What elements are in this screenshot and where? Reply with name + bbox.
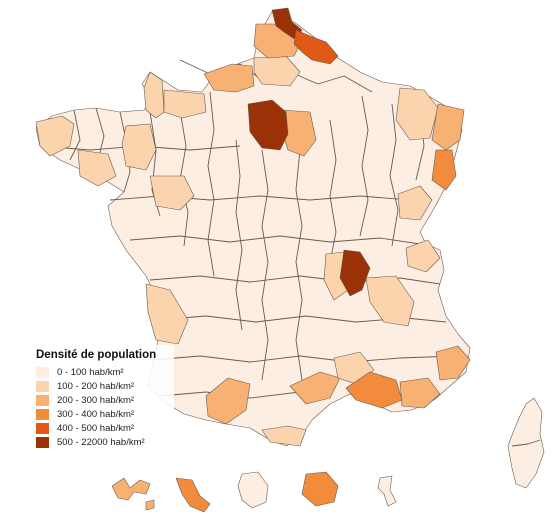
legend-label: 400 - 500 hab/km² (57, 422, 135, 434)
region-rhone[interactable] (339, 249, 371, 297)
legend-label: 500 - 22000 hab/km² (57, 436, 145, 448)
region-metropole[interactable] (35, 11, 471, 447)
region-isere[interactable] (365, 275, 415, 327)
legend-label: 300 - 400 hab/km² (57, 408, 135, 420)
legend-swatch (36, 366, 49, 378)
region-maine-et-loire[interactable] (149, 175, 195, 211)
region-ille-et-vilaine[interactable] (121, 123, 157, 171)
legend-label: 200 - 300 hab/km² (57, 394, 135, 406)
region-var[interactable] (399, 377, 441, 409)
legend-label: 0 - 100 hab/km² (57, 366, 124, 378)
region-alpes-maritimes[interactable] (435, 345, 471, 381)
legend-item: 400 - 500 hab/km² (36, 421, 168, 435)
region-reunion[interactable] (301, 471, 339, 507)
region-moselle[interactable] (395, 87, 439, 141)
region-martinique[interactable] (175, 477, 211, 513)
region-paris-region[interactable] (247, 99, 289, 151)
region-haute-garonne[interactable] (205, 377, 251, 425)
region-guadeloupe[interactable] (111, 477, 151, 501)
legend-swatch (36, 408, 49, 420)
region-haute-savoie[interactable] (405, 239, 441, 273)
region-mayotte[interactable] (377, 475, 397, 507)
legend-item: 300 - 400 hab/km² (36, 407, 168, 421)
region-finistere[interactable] (35, 115, 75, 157)
region-calvados[interactable] (163, 89, 207, 119)
legend-swatch (36, 394, 49, 406)
legend-item: 0 - 100 hab/km² (36, 365, 168, 379)
dense-departments (35, 7, 471, 447)
legend-swatch (36, 436, 49, 448)
region-manche[interactable] (143, 71, 165, 119)
region-gironde[interactable] (145, 283, 189, 345)
map-legend: Densité de population 0 - 100 hab/km² 10… (30, 345, 174, 455)
legend-label: 100 - 200 hab/km² (57, 380, 135, 392)
region-corse[interactable] (507, 397, 545, 489)
region-guyane[interactable] (237, 471, 269, 509)
region-loire-atlantique[interactable] (77, 149, 117, 187)
region-seine-maritime[interactable] (203, 63, 255, 93)
region-ardennes[interactable] (293, 29, 339, 65)
region-pyrenees-orientales[interactable] (261, 425, 307, 447)
legend-item: 200 - 300 hab/km² (36, 393, 168, 407)
region-doubs[interactable] (397, 185, 433, 221)
legend-title: Densité de population (36, 349, 157, 361)
legend-swatch (36, 380, 49, 392)
legend-item: 100 - 200 hab/km² (36, 379, 168, 393)
region-bas-rhin[interactable] (431, 103, 465, 151)
legend-swatch (36, 422, 49, 434)
legend-item: 500 - 22000 hab/km² (36, 435, 168, 449)
corse-boundary (511, 439, 541, 447)
region-guadeloupe-islet (145, 499, 155, 511)
overseas-departments (111, 471, 397, 513)
region-herault[interactable] (289, 371, 341, 405)
region-haut-rhin[interactable] (431, 149, 457, 191)
